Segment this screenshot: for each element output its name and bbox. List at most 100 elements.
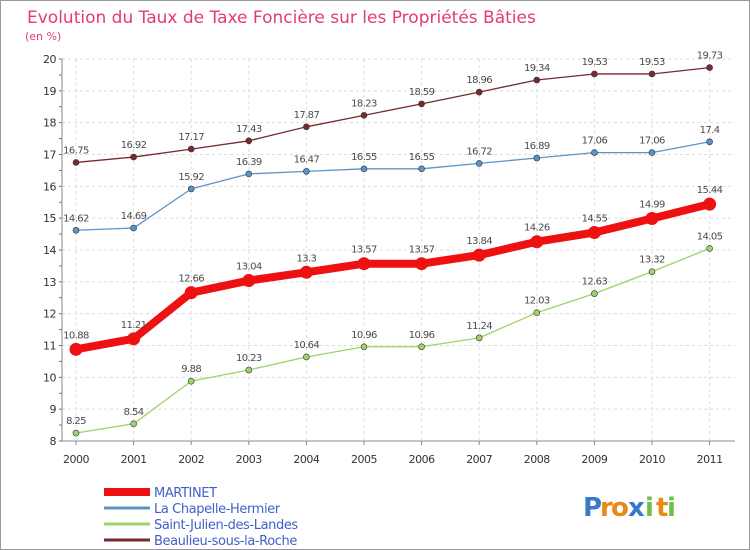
data-point-La Chapelle-Hermier-2003 [245,170,253,178]
data-point-Saint-Julien-des-Landes-2001 [130,420,137,428]
data-point-MARTINET-2009 [587,225,601,239]
data-label-MARTINET-2003: 13.04 [236,262,262,273]
y-tick-label-19: 19 [43,85,56,98]
data-point-Beaulieu-sous-la-Roche-2004 [303,123,310,131]
data-point-MARTINET-2011 [703,197,717,211]
brand-letter: t [656,493,668,523]
data-point-Saint-Julien-des-Landes-2002 [187,377,195,385]
series-line-La Chapelle-Hermier [75,141,711,231]
data-label-Saint-Julien-des-Landes-2000: 8.25 [66,416,86,427]
data-point-MARTINET-2006 [415,257,429,271]
data-label-MARTINET-2010: 14.99 [639,199,665,210]
data-point-Beaulieu-sous-la-Roche-2008 [533,76,541,84]
data-point-Beaulieu-sous-la-Roche-2006 [418,100,425,108]
legend-label-Saint-Julien-des-Landes: Saint-Julien-des-Landes [154,518,298,533]
data-label-La Chapelle-Hermier-2007: 16.72 [466,146,492,157]
proxiti-logo: Pro x i ti [583,493,676,523]
data-label-La Chapelle-Hermier-2003: 16.39 [236,157,262,168]
series-Beaulieu-sous-la-Roche: 16.75 16.92 17.17 17.43 17.87 18.23 18.59 18.96… [63,51,723,166]
data-point-Saint-Julien-des-Landes-2008 [533,309,541,317]
series-line-Beaulieu-sous-la-Roche [75,66,711,164]
data-label-Saint-Julien-des-Landes-2001: 8.54 [124,407,144,418]
data-point-Beaulieu-sous-la-Roche-2005 [360,112,368,119]
data-point-Saint-Julien-des-Landes-2000 [72,429,80,437]
data-label-MARTINET-2011: 15.44 [697,185,723,196]
legend-label-La Chapelle-Hermier: La Chapelle-Hermier [154,502,281,517]
x-tick-label-2011: 2011 [697,453,723,466]
data-label-MARTINET-2002: 12.66 [178,274,204,285]
data-label-Beaulieu-sous-la-Roche-2005: 18.23 [351,98,377,109]
y-tick-label-8: 8 [50,435,57,448]
data-label-Saint-Julien-des-Landes-2006: 10.96 [409,330,435,341]
data-label-Saint-Julien-des-Landes-2010: 13.32 [639,255,665,266]
brand-letter: r [600,493,613,523]
gridlines [62,58,735,441]
data-label-MARTINET-2006: 13.57 [409,245,435,256]
data-label-Saint-Julien-des-Landes-2007: 11.24 [466,321,492,332]
x-tick-label-2005: 2005 [351,453,377,466]
series-line-Saint-Julien-des-Landes [75,247,711,434]
data-point-Beaulieu-sous-la-Roche-2011 [706,64,713,71]
data-label-Saint-Julien-des-Landes-2005: 10.96 [351,330,377,341]
data-label-La Chapelle-Hermier-2000: 14.62 [63,213,89,224]
y-tick-label-13: 13 [43,276,56,289]
data-point-Beaulieu-sous-la-Roche-2003 [245,137,253,145]
data-label-La Chapelle-Hermier-2001: 14.69 [121,211,147,222]
data-label-Beaulieu-sous-la-Roche-2010: 19.53 [639,57,665,68]
legend-label-MARTINET: MARTINET [154,486,217,501]
data-label-La Chapelle-Hermier-2008: 16.89 [524,141,550,152]
y-axis-unit-label: (en %) [25,30,61,43]
y-tick-label-20: 20 [43,53,56,66]
x-tick-label-2010: 2010 [639,453,665,466]
data-label-Saint-Julien-des-Landes-2009: 12.63 [582,277,608,288]
data-point-La Chapelle-Hermier-2004 [303,168,310,175]
data-label-Beaulieu-sous-la-Roche-2002: 17.17 [178,132,204,143]
x-tick-label-2000: 2000 [63,453,89,466]
data-label-La Chapelle-Hermier-2005: 16.55 [351,152,377,163]
brand-letter: i [645,493,654,523]
data-point-Saint-Julien-des-Landes-2009 [591,290,598,297]
y-tick-label-9: 9 [50,403,57,416]
data-point-Beaulieu-sous-la-Roche-2000 [72,159,80,166]
data-point-MARTINET-2003 [242,274,256,288]
series-MARTINET: 10.88 11.21 12.66 13.04 13.3 13.57 13.57 13.84 1… [63,185,723,356]
series-layer: 16.75 16.92 17.17 17.43 17.87 18.23 18.59 18.96… [63,51,723,437]
y-tick-label-15: 15 [43,212,56,225]
data-label-Beaulieu-sous-la-Roche-2006: 18.59 [409,87,435,98]
data-label-MARTINET-2005: 13.57 [351,245,377,256]
data-point-Saint-Julien-des-Landes-2006 [418,343,425,351]
brand-letter: i [667,493,676,523]
x-tick-label-2007: 2007 [466,453,492,466]
data-point-MARTINET-2007 [472,248,486,262]
data-point-Beaulieu-sous-la-Roche-2007 [475,88,483,96]
brand-letter: P [583,493,602,523]
data-point-Beaulieu-sous-la-Roche-2002 [187,145,195,153]
data-point-Saint-Julien-des-Landes-2010 [648,268,656,275]
data-label-La Chapelle-Hermier-2010: 17.06 [639,136,665,147]
data-point-MARTINET-2010 [645,211,659,225]
data-point-Beaulieu-sous-la-Roche-2001 [130,153,137,161]
series-line-MARTINET [72,200,714,354]
data-point-MARTINET-2004 [299,265,313,279]
data-point-MARTINET-2000 [69,342,83,356]
data-label-Beaulieu-sous-la-Roche-2001: 16.92 [121,140,147,151]
data-label-Beaulieu-sous-la-Roche-2003: 17.43 [236,124,262,135]
data-point-La Chapelle-Hermier-2009 [591,149,598,156]
data-point-La Chapelle-Hermier-2000 [72,226,80,234]
data-label-Beaulieu-sous-la-Roche-2011: 19.73 [697,51,723,62]
data-label-La Chapelle-Hermier-2011: 17.4 [700,125,720,136]
data-point-La Chapelle-Hermier-2006 [418,165,425,173]
x-tick-label-2001: 2001 [121,453,147,466]
y-tick-label-18: 18 [43,117,56,130]
x-tick-label-2009: 2009 [581,453,607,466]
axes [59,58,735,445]
data-label-Saint-Julien-des-Landes-2004: 10.64 [294,340,320,351]
data-label-MARTINET-2009: 14.55 [582,213,608,224]
data-point-Saint-Julien-des-Landes-2004 [303,353,310,361]
y-tick-label-11: 11 [43,340,56,353]
data-label-Beaulieu-sous-la-Roche-2009: 19.53 [582,57,608,68]
data-point-MARTINET-2002 [184,286,198,300]
data-point-Beaulieu-sous-la-Roche-2009 [591,70,598,78]
